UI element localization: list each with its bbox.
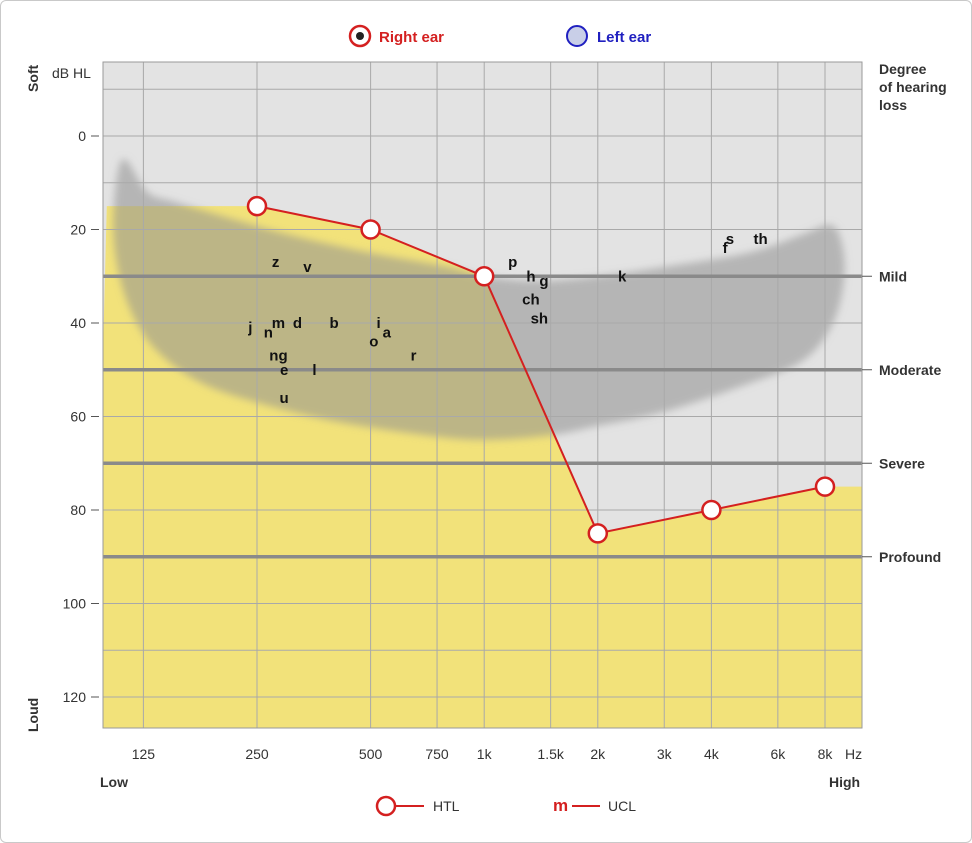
phoneme-label: z: [272, 254, 280, 271]
right-ear-point[interactable]: [701, 499, 722, 521]
x-tick-label: 1k: [477, 746, 493, 762]
phoneme-label: s: [726, 231, 734, 248]
degree-label: Mild: [879, 268, 907, 284]
y-tick-label: 0: [78, 128, 86, 144]
phoneme-label: m: [272, 315, 285, 332]
degree-labels: Mild Moderate Severe Profound: [862, 268, 941, 565]
phoneme-label: i: [377, 315, 381, 332]
x-unit-label: Hz: [845, 746, 862, 762]
legend-ucl[interactable]: m UCL: [553, 796, 636, 815]
right-ear-marker-dot: [356, 32, 364, 40]
x-tick-label: 750: [425, 746, 449, 762]
phoneme-label: u: [280, 390, 289, 407]
y-tick-label: 80: [70, 502, 86, 518]
x-tick-label: 3k: [657, 746, 673, 762]
x-tick-label: 125: [132, 746, 156, 762]
legend-left-ear[interactable]: Left ear: [566, 25, 651, 47]
phoneme-label: l: [312, 362, 316, 379]
phoneme-label: r: [411, 348, 417, 365]
phoneme-label: k: [618, 268, 627, 285]
legend-ucl-label: UCL: [608, 798, 636, 814]
phoneme-label: j: [247, 320, 252, 337]
y-unit-label: dB HL: [52, 65, 91, 81]
right-ear-point[interactable]: [587, 523, 609, 544]
legend-htl[interactable]: HTL: [375, 795, 460, 817]
ucl-marker-icon: m: [553, 796, 568, 815]
x-tick-label: 6k: [770, 746, 786, 762]
x-tick-label: 500: [359, 746, 383, 762]
phoneme-label: sh: [531, 310, 549, 327]
x-high-label: High: [829, 774, 860, 790]
y-bottom-label: Loud: [25, 698, 41, 732]
phoneme-label: h: [526, 268, 535, 285]
right-ear-point[interactable]: [360, 219, 381, 240]
x-tick-label: 4k: [704, 746, 720, 762]
left-ear-marker-icon: [566, 25, 588, 47]
phoneme-label: e: [280, 362, 288, 379]
right-ear-line: [256, 205, 826, 535]
legend-htl-label: HTL: [433, 798, 460, 814]
y-tick-label: 100: [63, 596, 87, 612]
right-ear-series: [246, 195, 836, 544]
legend-right-ear-label: Right ear: [379, 29, 444, 46]
degree-label: Profound: [879, 549, 941, 565]
phoneme-label: o: [369, 334, 378, 351]
legend-right-ear[interactable]: Right ear: [348, 24, 444, 48]
htl-marker-icon: [375, 795, 397, 817]
phoneme-label: n: [264, 324, 273, 341]
y-tick-label: 40: [70, 315, 86, 331]
legend-left-ear-label: Left ear: [597, 29, 651, 46]
right-ear-point[interactable]: [246, 195, 268, 217]
x-tick-label: 8k: [818, 746, 834, 762]
y-tick-label: 20: [70, 222, 86, 238]
x-tick-label: 1.5k: [537, 746, 564, 762]
phoneme-label: b: [329, 315, 338, 332]
phoneme-label: ng: [269, 348, 287, 365]
phoneme-label: f: [723, 240, 729, 257]
right-ear-point[interactable]: [473, 266, 495, 287]
phoneme-label: p: [508, 254, 517, 271]
y-top-label: Soft: [25, 64, 41, 92]
phoneme-label: v: [303, 259, 312, 276]
degree-title-line3: loss: [879, 97, 907, 113]
x-tick-label: 2k: [590, 746, 606, 762]
x-tick-label: 250: [245, 746, 269, 762]
y-tick-label: 120: [63, 689, 87, 705]
degree-title-line2: of hearing: [879, 79, 947, 95]
y-tick-label: 60: [70, 409, 86, 425]
phoneme-label: d: [293, 315, 302, 332]
plot-border: [102, 61, 863, 729]
right-ear-point[interactable]: [814, 476, 836, 497]
degree-title-line1: Degree: [879, 61, 927, 77]
x-low-label: Low: [100, 774, 128, 790]
axis-ticks: 0 20 40 60 80 100 120 125 250 500 750 1k 1.5k 2k 3k 4k 6…: [63, 128, 834, 762]
degree-label: Moderate: [879, 362, 941, 378]
phoneme-label: th: [753, 231, 767, 248]
phoneme-label: g: [539, 273, 548, 290]
phoneme-label: a: [383, 324, 392, 341]
phoneme-label: ch: [522, 292, 540, 309]
degree-label: Severe: [879, 455, 925, 471]
